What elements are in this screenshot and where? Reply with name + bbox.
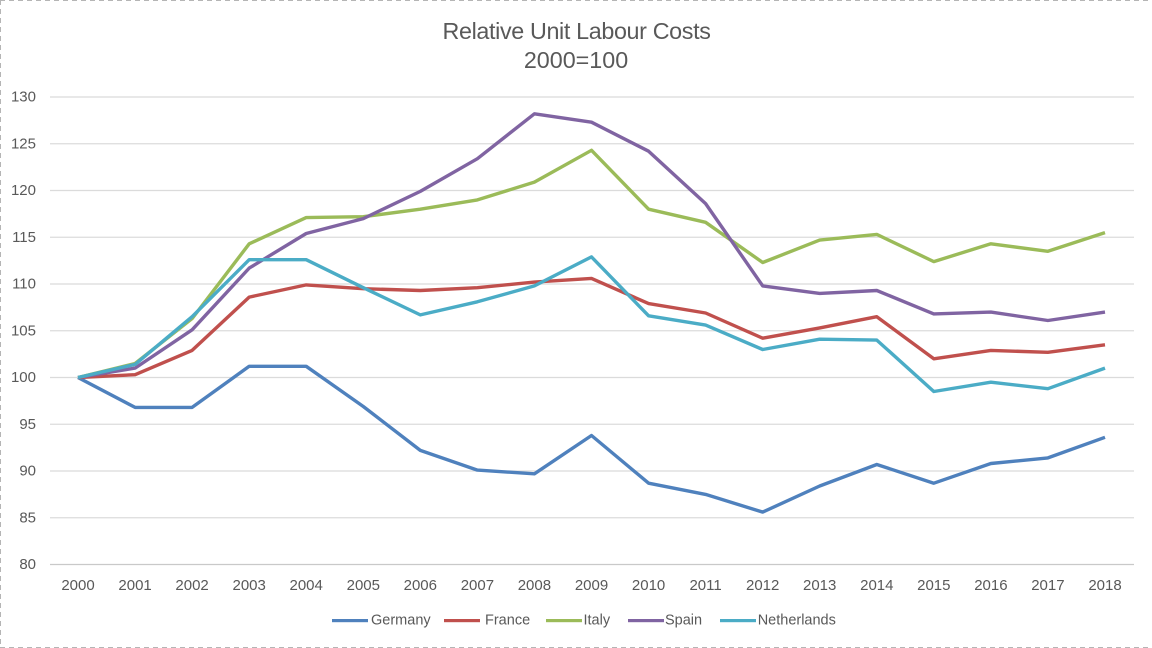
svg-text:2013: 2013 <box>803 577 836 594</box>
svg-text:125: 125 <box>11 135 36 152</box>
svg-text:2008: 2008 <box>518 577 551 594</box>
svg-text:France: France <box>485 613 530 629</box>
svg-text:100: 100 <box>11 369 36 386</box>
svg-text:Spain: Spain <box>665 613 702 629</box>
svg-text:115: 115 <box>12 229 36 246</box>
svg-text:2017: 2017 <box>1031 577 1064 594</box>
svg-text:2004: 2004 <box>290 577 323 594</box>
svg-text:2012: 2012 <box>746 577 779 594</box>
svg-text:2009: 2009 <box>575 577 608 594</box>
svg-text:2000: 2000 <box>61 577 94 594</box>
svg-text:95: 95 <box>19 416 36 433</box>
svg-text:80: 80 <box>19 556 36 573</box>
svg-text:105: 105 <box>11 322 36 339</box>
svg-text:2002: 2002 <box>175 577 208 594</box>
svg-text:2000=100: 2000=100 <box>524 47 628 73</box>
svg-text:2006: 2006 <box>404 577 437 594</box>
svg-text:2003: 2003 <box>233 577 266 594</box>
svg-text:Italy: Italy <box>584 613 611 629</box>
svg-text:2014: 2014 <box>860 577 893 594</box>
svg-text:2005: 2005 <box>347 577 380 594</box>
svg-text:120: 120 <box>11 182 36 199</box>
svg-text:Netherlands: Netherlands <box>758 613 836 629</box>
svg-text:2010: 2010 <box>632 577 665 594</box>
svg-text:2011: 2011 <box>689 577 721 594</box>
svg-text:2001: 2001 <box>118 577 151 594</box>
svg-text:2015: 2015 <box>917 577 950 594</box>
svg-text:2018: 2018 <box>1088 577 1121 594</box>
svg-text:110: 110 <box>12 276 36 293</box>
svg-text:Germany: Germany <box>371 613 431 629</box>
svg-text:Relative Unit Labour Costs: Relative Unit Labour Costs <box>442 18 710 44</box>
svg-text:90: 90 <box>19 463 36 480</box>
svg-text:2007: 2007 <box>461 577 494 594</box>
svg-text:2016: 2016 <box>974 577 1007 594</box>
svg-text:85: 85 <box>19 509 36 526</box>
svg-text:130: 130 <box>11 89 36 106</box>
